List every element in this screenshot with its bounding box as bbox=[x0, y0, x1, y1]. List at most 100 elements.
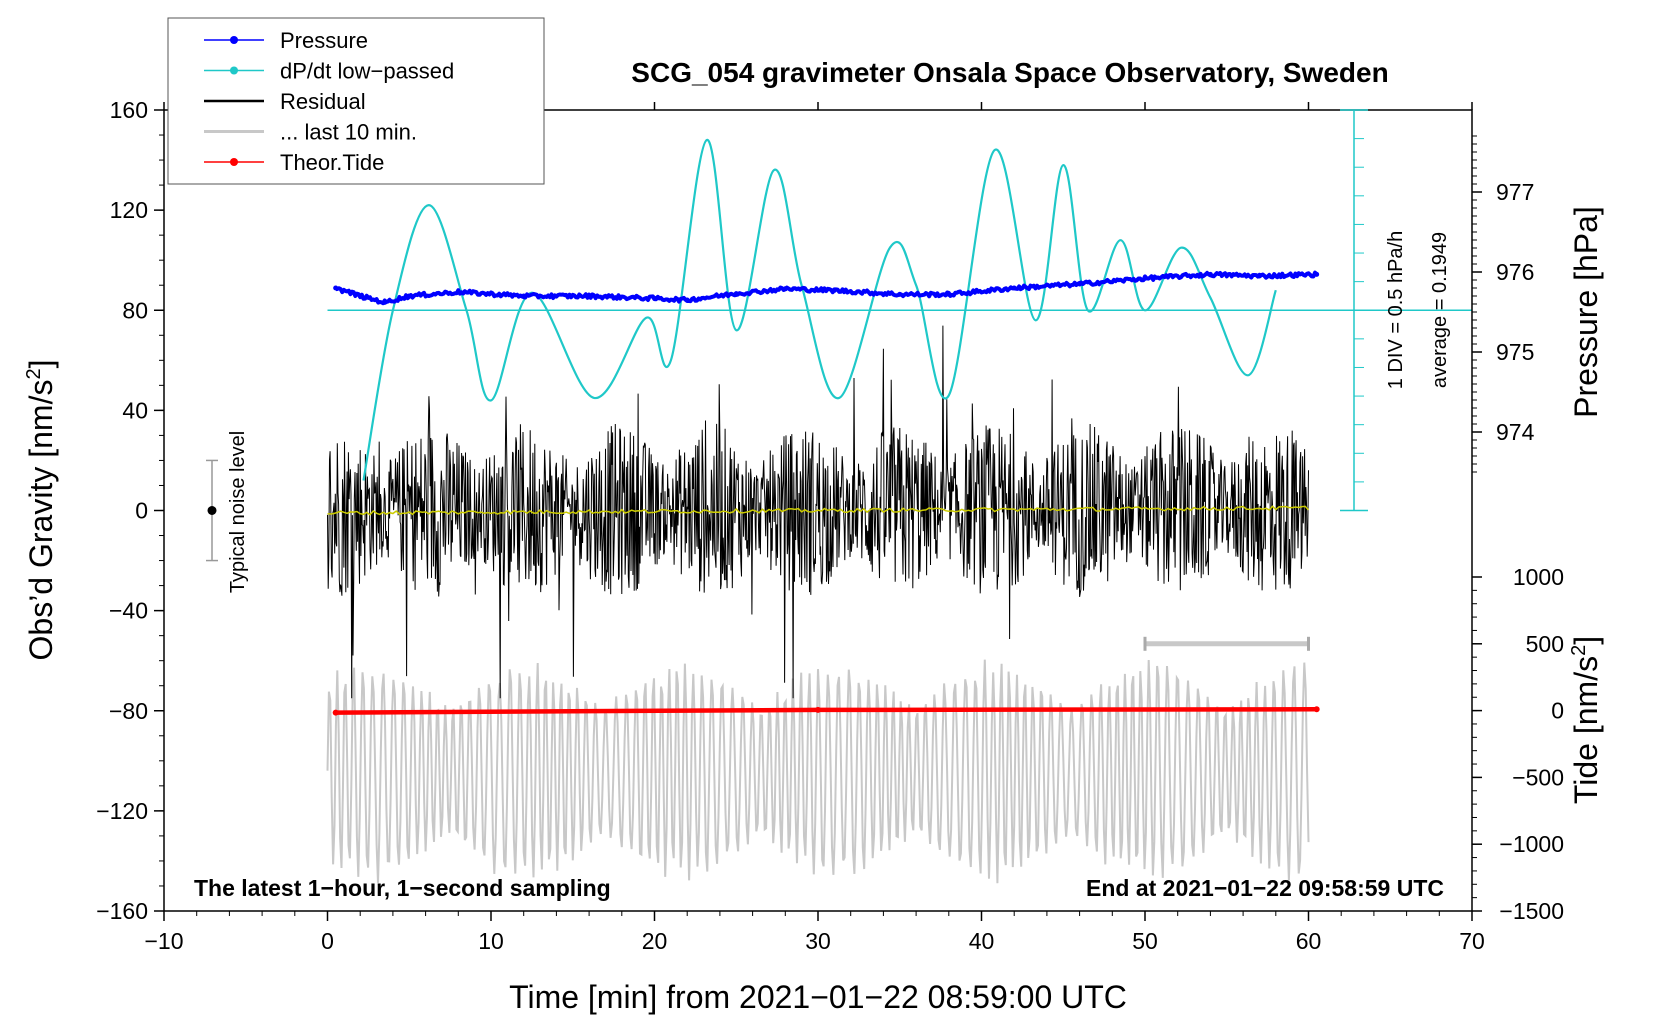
last-10-min-line bbox=[326, 659, 1310, 884]
legend-item: dP/dt low−passed bbox=[204, 59, 454, 84]
left-tick-label: 40 bbox=[122, 397, 148, 423]
pressure-point bbox=[1314, 271, 1320, 277]
legend-label: ... last 10 min. bbox=[280, 120, 417, 145]
legend-swatch-dot bbox=[230, 36, 238, 44]
tide-point bbox=[1313, 706, 1320, 713]
left-tick-label: 160 bbox=[110, 97, 148, 123]
legend: Pressure dP/dt low−passed Residual ... last… bbox=[167, 17, 545, 185]
pressure-series bbox=[333, 270, 1320, 306]
footer-right-label: End at 2021−01−22 09:58:59 UTC bbox=[1086, 875, 1444, 901]
left-tick-label: 0 bbox=[135, 498, 148, 524]
noise-level-bar bbox=[206, 459, 218, 562]
residual-line bbox=[327, 325, 1309, 699]
pressure-point bbox=[652, 295, 657, 301]
pressure-line bbox=[335, 270, 1319, 306]
legend-swatch-dot bbox=[230, 66, 238, 75]
pressure-axis-title: Pressure [hPa] bbox=[1568, 206, 1604, 418]
x-tick-label: 10 bbox=[478, 928, 504, 954]
noise-level-label: Typical noise level bbox=[227, 431, 249, 593]
pressure-point bbox=[1256, 273, 1262, 279]
x-tick-label: 30 bbox=[805, 928, 831, 954]
tide-tick-label: −500 bbox=[1512, 764, 1564, 790]
pressure-point bbox=[782, 286, 788, 292]
x-tick-label: 40 bbox=[969, 928, 995, 954]
pressure-point bbox=[357, 293, 363, 299]
pressure-tick-label: 974 bbox=[1496, 419, 1535, 445]
x-tick-label: 0 bbox=[321, 928, 334, 954]
pressure-point bbox=[521, 293, 527, 299]
x-tick-label: 70 bbox=[1459, 928, 1485, 954]
left-tick-label: 80 bbox=[122, 297, 148, 323]
tide-tick-label: 500 bbox=[1526, 631, 1564, 657]
x-tick-label: −10 bbox=[144, 928, 183, 954]
left-tick-label: −160 bbox=[96, 898, 148, 924]
pressure-point bbox=[1077, 281, 1083, 287]
tide-point bbox=[815, 706, 821, 713]
tide-axis-ticks: 1000 500 0 −500 −1000 −1500 bbox=[1472, 564, 1564, 924]
legend-item: Theor.Tide bbox=[204, 150, 384, 175]
legend-label: dP/dt low−passed bbox=[280, 59, 454, 84]
tide-tick-label: −1000 bbox=[1499, 831, 1564, 857]
tide-tick-label: 0 bbox=[1551, 698, 1564, 724]
x-tick-label: 20 bbox=[642, 928, 668, 954]
dpdt-scale-label: 1 DIV = 0.5 hPa/h bbox=[1385, 231, 1407, 389]
pressure-point bbox=[333, 285, 339, 291]
left-axis-title: Obs’d Gravity [nm/s2] bbox=[23, 360, 59, 661]
legend-item: ... last 10 min. bbox=[204, 120, 417, 145]
legend-label: Pressure bbox=[280, 28, 368, 53]
footer-left-label: The latest 1−hour, 1−second sampling bbox=[194, 875, 611, 901]
left-axis-title-close: ] bbox=[23, 360, 59, 369]
pressure-point bbox=[946, 291, 952, 297]
left-tick-label: −40 bbox=[109, 598, 148, 624]
pressure-axis-ticks: 977 976 975 974 bbox=[1472, 135, 1535, 473]
x-axis-title: Time [min] from 2021−01−22 08:59:00 UTC bbox=[509, 979, 1127, 1015]
tide-axis-title-sup: 2 bbox=[1568, 645, 1590, 656]
last-10-min-series bbox=[326, 636, 1310, 884]
tide-point bbox=[332, 709, 339, 716]
pressure-point bbox=[586, 293, 592, 299]
tide-tick-label: 1000 bbox=[1513, 564, 1564, 590]
pressure-point bbox=[733, 291, 739, 297]
tide-tick-label: −1500 bbox=[1499, 898, 1564, 924]
tide-axis-title-main: Tide [nm/s bbox=[1568, 656, 1604, 804]
left-tick-label: 120 bbox=[110, 197, 148, 223]
pressure-point bbox=[1011, 285, 1017, 291]
left-tick-label: −80 bbox=[109, 698, 148, 724]
residual-smoothed-series bbox=[327, 505, 1310, 516]
x-axis-ticks: −10 0 10 20 30 40 50 60 70 bbox=[144, 102, 1485, 954]
legend-label: Theor.Tide bbox=[280, 150, 384, 175]
dpdt-line bbox=[362, 138, 1277, 481]
dpdt-average-label: average = 0.1949 bbox=[1429, 232, 1451, 388]
residual-series bbox=[327, 325, 1309, 699]
left-axis-title-main: Obs’d Gravity [nm/s bbox=[23, 380, 59, 661]
legend-swatch-dot bbox=[230, 158, 238, 166]
pressure-point bbox=[897, 291, 903, 297]
pressure-tick-label: 976 bbox=[1496, 259, 1534, 285]
pressure-point bbox=[1142, 275, 1148, 281]
legend-item: Pressure bbox=[204, 28, 368, 53]
x-tick-label: 50 bbox=[1132, 928, 1158, 954]
pressure-point bbox=[831, 287, 837, 293]
tide-axis-title: Tide [nm/s2] bbox=[1568, 636, 1604, 804]
left-axis-ticks: 160 120 80 40 0 −40 −80 −120 −160 bbox=[96, 97, 164, 924]
dpdt-scale-bar bbox=[1340, 109, 1368, 512]
left-tick-label: −120 bbox=[96, 798, 148, 824]
legend-label: Residual bbox=[280, 89, 366, 114]
pressure-point bbox=[406, 293, 412, 299]
pressure-point bbox=[382, 299, 388, 305]
chart-title: SCG_054 gravimeter Onsala Space Observat… bbox=[631, 57, 1388, 88]
pressure-point bbox=[455, 289, 461, 295]
residual-smoothed-line bbox=[327, 505, 1310, 516]
legend-item: Residual bbox=[204, 89, 366, 114]
left-axis-title-sup: 2 bbox=[23, 368, 45, 379]
x-tick-label: 60 bbox=[1296, 928, 1322, 954]
theoretical-tide-series bbox=[332, 706, 1320, 716]
pressure-point bbox=[1207, 271, 1213, 277]
pressure-tick-label: 975 bbox=[1496, 339, 1534, 365]
pressure-point bbox=[684, 297, 690, 303]
noise-bar-dot bbox=[207, 506, 217, 515]
dpdt-series bbox=[327, 138, 1472, 481]
tide-axis-title-close: ] bbox=[1568, 636, 1604, 645]
pressure-tick-label: 977 bbox=[1496, 179, 1534, 205]
